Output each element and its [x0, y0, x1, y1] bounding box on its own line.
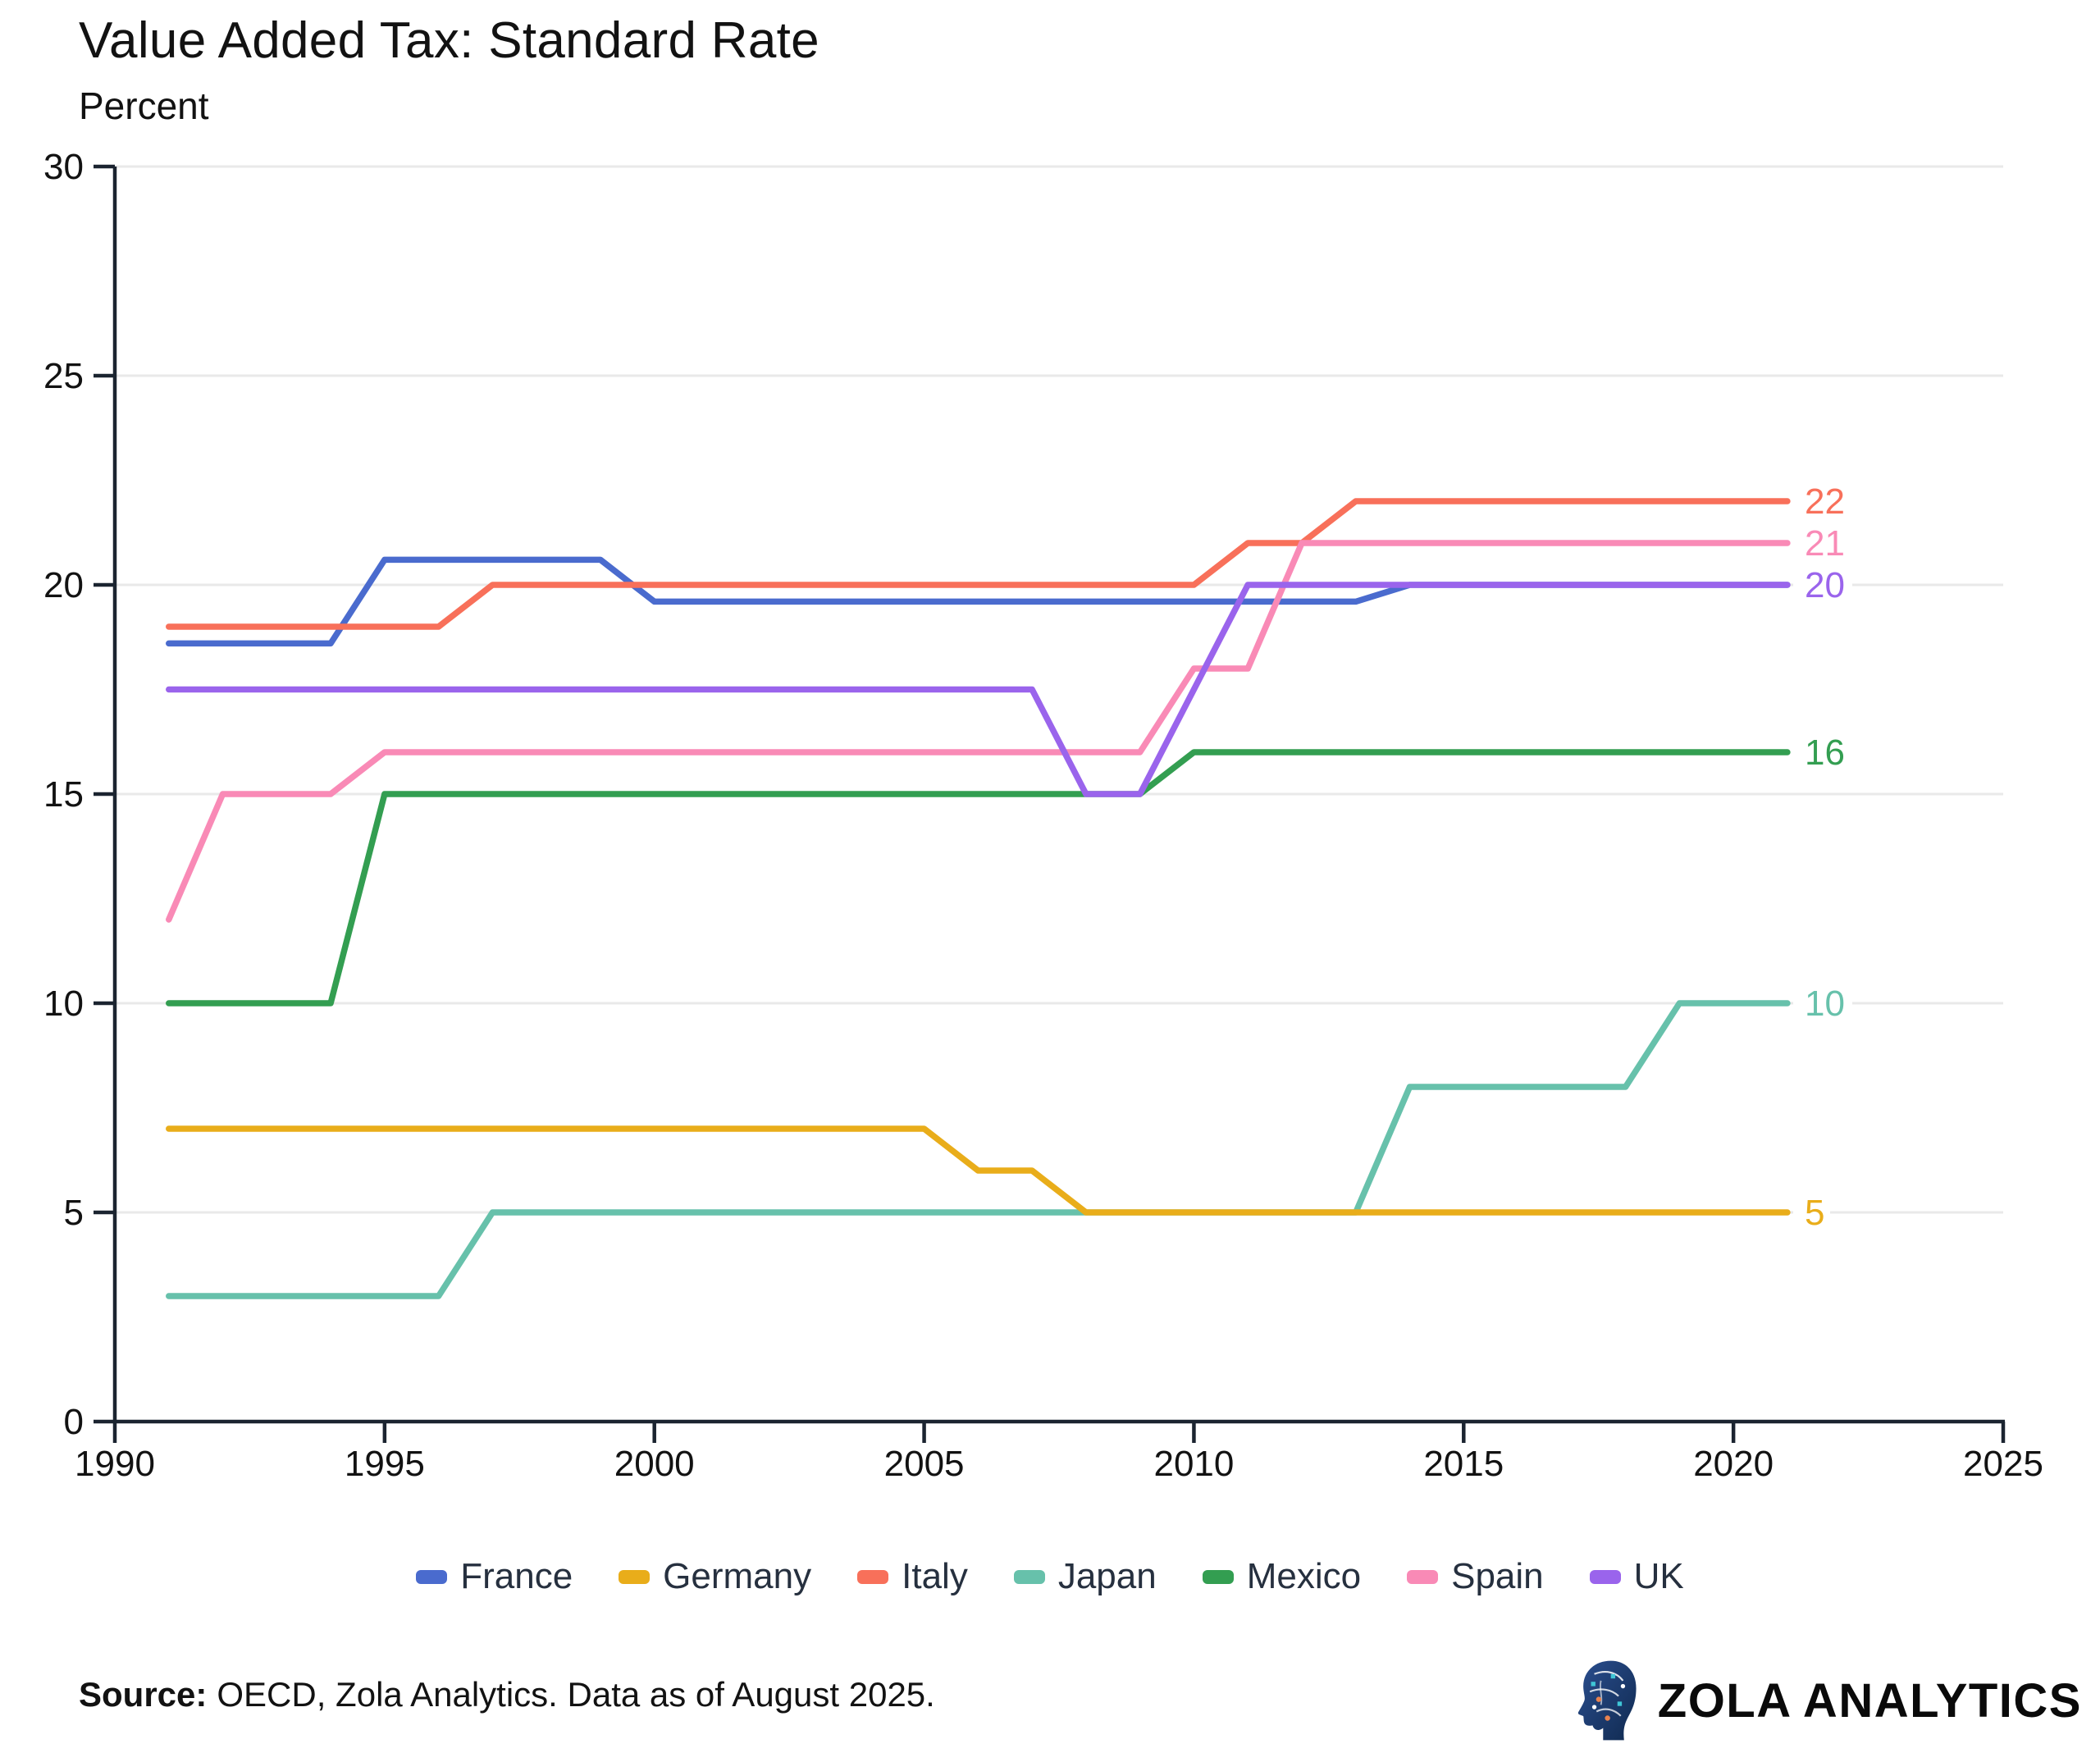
end-label-mexico: 16 — [1805, 733, 1845, 773]
end-label-spain: 21 — [1805, 523, 1845, 564]
end-label-japan: 10 — [1805, 984, 1845, 1024]
end-label-halo-japan — [1793, 981, 1852, 1025]
y-tick-label-0: 0 — [64, 1402, 84, 1442]
x-tick-label-2015: 2015 — [1423, 1444, 1504, 1484]
x-tick-label-1995: 1995 — [345, 1444, 425, 1484]
legend-label-germany: Germany — [663, 1556, 812, 1596]
legend-item-france: France — [416, 1556, 573, 1597]
x-tick-label-2025: 2025 — [1963, 1444, 2043, 1484]
legend-label-france: France — [460, 1556, 573, 1596]
source-text: OECD, Zola Analytics. Data as of August … — [217, 1675, 935, 1714]
end-label-uk: 20 — [1805, 565, 1845, 605]
y-tick-label-10: 10 — [43, 984, 84, 1024]
brand-name: ZOLA ANALYTICS — [1657, 1673, 2082, 1728]
legend-swatch-germany — [619, 1569, 651, 1584]
end-label-halo-uk — [1793, 563, 1852, 607]
y-tick-label-30: 30 — [43, 147, 84, 187]
end-label-halo-spain — [1793, 521, 1852, 565]
axis-unit-label: Percent — [79, 84, 209, 127]
x-tick-label-1990: 1990 — [75, 1444, 155, 1484]
y-tick-label-5: 5 — [64, 1193, 84, 1233]
legend-item-mexico: Mexico — [1202, 1556, 1362, 1597]
legend-item-spain: Spain — [1407, 1556, 1544, 1597]
legend-label-japan: Japan — [1057, 1556, 1157, 1596]
x-tick-label-2000: 2000 — [614, 1444, 695, 1484]
page-title: Value Added Tax: Standard Rate — [79, 12, 819, 69]
series-line-spain — [166, 540, 1791, 923]
x-tick-label-2010: 2010 — [1153, 1444, 1234, 1484]
legend-swatch-spain — [1407, 1569, 1439, 1584]
legend-label-mexico: Mexico — [1246, 1556, 1362, 1596]
source-note: Source: OECD, Zola Analytics. Data as of … — [79, 1675, 935, 1714]
legend-swatch-japan — [1013, 1569, 1045, 1584]
end-label-italy: 22 — [1805, 482, 1845, 522]
series-line-mexico — [166, 749, 1791, 1007]
legend-label-italy: Italy — [902, 1556, 968, 1596]
brand-lockup: ZOLA ANALYTICS — [1574, 1659, 2082, 1742]
legend-item-germany: Germany — [619, 1556, 811, 1597]
legend-item-uk: UK — [1589, 1556, 1684, 1597]
legend-swatch-uk — [1589, 1569, 1621, 1584]
y-tick-label-15: 15 — [43, 774, 84, 815]
end-label-halo-italy — [1793, 479, 1852, 523]
source-label: Source: — [79, 1675, 208, 1714]
end-label-germany: 5 — [1805, 1193, 1824, 1233]
series-line-japan — [166, 1000, 1791, 1299]
legend-item-italy: Italy — [857, 1556, 968, 1597]
legend-label-spain: Spain — [1451, 1556, 1544, 1596]
legend-item-japan: Japan — [1013, 1556, 1157, 1597]
series-line-germany — [166, 1125, 1791, 1216]
y-tick-label-20: 20 — [43, 565, 84, 605]
legend-swatch-france — [416, 1569, 448, 1584]
y-tick-label-25: 25 — [43, 356, 84, 396]
series-line-uk — [166, 582, 1791, 797]
legend-swatch-italy — [857, 1569, 889, 1584]
end-label-halo-mexico — [1793, 730, 1852, 774]
series-line-italy — [166, 498, 1791, 630]
x-tick-label-2020: 2020 — [1693, 1444, 1774, 1484]
legend: France Germany Italy Japan Mexico Spain UK — [0, 1554, 2100, 1600]
legend-label-uk: UK — [1633, 1556, 1684, 1596]
legend-swatch-mexico — [1202, 1569, 1234, 1584]
end-label-halo-germany — [1793, 1190, 1830, 1235]
series-line-france — [166, 556, 1791, 647]
brain-circuit-head-icon — [1577, 1660, 1637, 1741]
x-tick-label-2005: 2005 — [884, 1444, 965, 1484]
